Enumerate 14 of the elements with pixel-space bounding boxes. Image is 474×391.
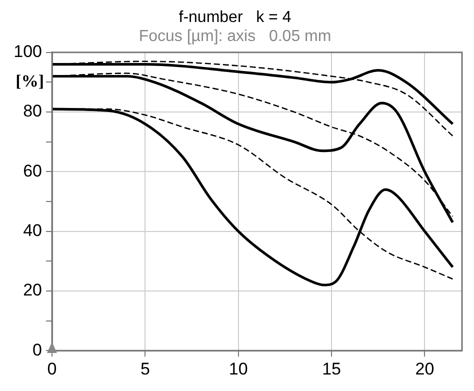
- x-tick-label: 15: [322, 359, 342, 378]
- chart-subtitle: Focus [µm]: axis 0.05 mm: [138, 28, 332, 46]
- y-tick-label: 100: [14, 42, 42, 62]
- y-tick-label: 0: [32, 340, 42, 360]
- y-tick-label: 20: [23, 280, 42, 300]
- x-tick-label: 5: [140, 359, 150, 378]
- x-tick-label: 10: [228, 359, 248, 378]
- y-axis-title: [%]: [16, 72, 44, 91]
- y-tick-label: 80: [23, 102, 42, 121]
- x-tick-label: 0: [47, 359, 57, 378]
- chart-title: f-number k = 4: [178, 9, 292, 26]
- y-tick-label: 60: [23, 161, 42, 180]
- y-tick-label: 40: [23, 221, 42, 240]
- x-tick-label: 20: [415, 359, 434, 378]
